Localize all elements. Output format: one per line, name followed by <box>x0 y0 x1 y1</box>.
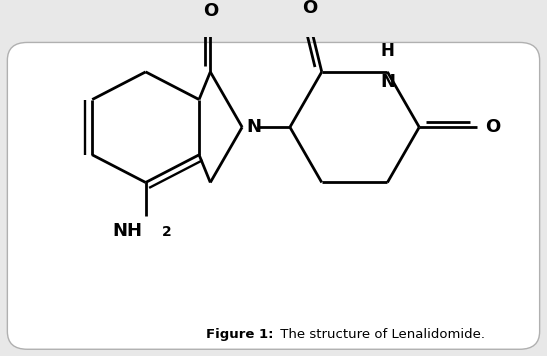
Text: NH: NH <box>113 222 143 240</box>
Text: N: N <box>380 73 395 91</box>
Text: 2: 2 <box>161 225 171 239</box>
Text: O: O <box>302 0 317 17</box>
FancyBboxPatch shape <box>7 42 540 349</box>
Text: Figure 1:: Figure 1: <box>207 329 274 341</box>
Text: O: O <box>203 2 218 20</box>
Text: O: O <box>485 118 500 136</box>
Text: The structure of Lenalidomide.: The structure of Lenalidomide. <box>276 329 485 341</box>
Text: H: H <box>381 42 394 60</box>
Text: N: N <box>246 118 261 136</box>
